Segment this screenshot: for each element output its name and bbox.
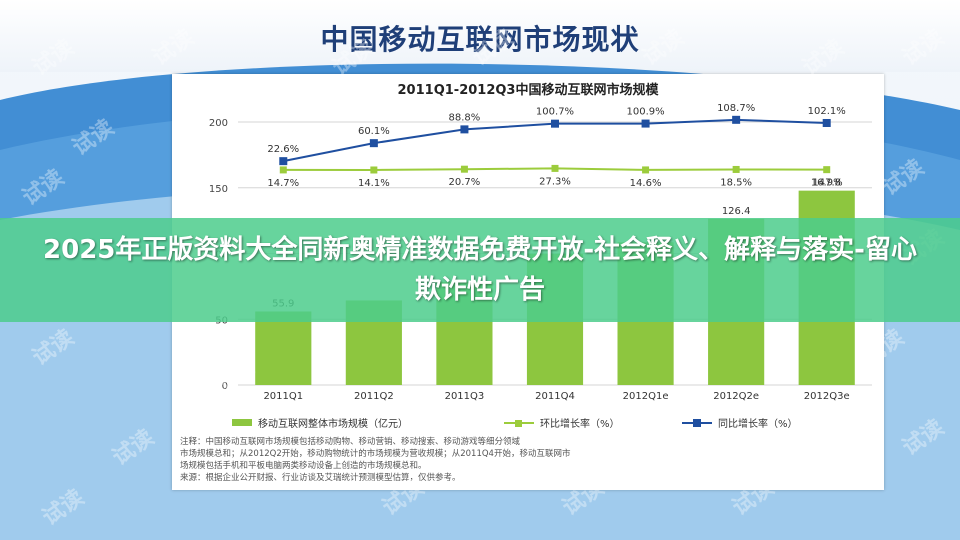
x-tick-label: 2012Q2e	[713, 391, 759, 402]
chart-note: 场规模包括手机和平板电脑两类移动设备上创造的市场规模总和。	[180, 460, 427, 471]
legend-marker-mom	[515, 420, 522, 427]
mom-marker	[823, 166, 831, 174]
x-tick-label: 2011Q2	[354, 391, 394, 402]
mom-value-label: 14.6%	[630, 178, 662, 189]
legend-label: 移动互联网整体市场规模（亿元）	[258, 417, 408, 430]
mom-value-label: 14.7%	[267, 178, 299, 189]
yoy-marker	[460, 125, 469, 134]
x-tick-label: 2011Q1	[263, 391, 303, 402]
bar-value-label: 126.4	[722, 206, 751, 217]
mom-marker	[732, 165, 740, 173]
header-band	[0, 0, 960, 72]
yoy-marker	[822, 118, 831, 127]
y-tick-label: 200	[209, 118, 228, 129]
overlay-banner[interactable]: 2025年正版资料大全同新奥精准数据免费开放-社会释义、解释与落实-留心欺诈性广…	[0, 218, 960, 322]
yoy-value-label: 100.7%	[536, 107, 574, 118]
legend-marker-yoy	[693, 419, 701, 427]
y-tick-label: 0	[222, 381, 228, 392]
mom-marker	[551, 164, 559, 172]
yoy-marker	[641, 119, 650, 128]
x-tick-label: 2011Q3	[445, 391, 485, 402]
mom-marker	[460, 165, 468, 173]
mom-marker	[642, 166, 650, 174]
yoy-value-label: 88.8%	[449, 112, 481, 123]
yoy-marker	[279, 157, 288, 166]
x-tick-label: 2011Q4	[535, 391, 575, 402]
y-tick-label: 150	[209, 184, 228, 195]
bar	[255, 311, 312, 385]
yoy-value-label: 102.1%	[808, 106, 846, 117]
mom-value-label: 27.3%	[539, 176, 571, 187]
mom-value-label: 20.7%	[449, 177, 481, 188]
banner-text[interactable]: 2025年正版资料大全同新奥精准数据免费开放-社会释义、解释与落实-留心欺诈性广…	[43, 235, 917, 305]
mom-marker	[370, 166, 378, 174]
yoy-marker	[732, 115, 741, 124]
legend-swatch-bar	[232, 419, 252, 426]
legend-label: 同比增长率（%）	[718, 417, 798, 430]
mom-marker	[279, 166, 287, 174]
yoy-marker	[551, 119, 559, 128]
yoy-value-label: 60.1%	[358, 126, 390, 137]
chart-note: 来源：根据企业公开财报、行业访谈及艾瑞统计预测模型估算，仅供参考。	[180, 472, 461, 483]
chart-note: 市场规模总和；从2012Q2开始，移动购物统计的市场规模为营收规模；从2011Q…	[180, 448, 571, 459]
mom-value-label: 18.5%	[720, 177, 752, 188]
page-title: 中国移动互联网市场现状	[320, 23, 640, 56]
chart-note: 注释：中国移动互联网市场规模包括移动购物、移动营销、移动搜索、移动游戏等细分领域	[180, 436, 521, 447]
mom-value-label: 16.9%	[811, 178, 843, 189]
mom-value-label: 14.1%	[358, 178, 390, 189]
chart-title: 2011Q1-2012Q3中国移动互联网市场规模	[398, 82, 660, 98]
bar-value-label: 147.8	[812, 178, 841, 189]
yoy-value-label: 22.6%	[267, 144, 299, 155]
x-tick-label: 2012Q1e	[623, 391, 669, 402]
legend-label: 环比增长率（%）	[540, 417, 620, 430]
yoy-value-label: 100.9%	[627, 107, 665, 118]
x-tick-label: 2012Q3e	[804, 391, 850, 402]
yoy-value-label: 108.7%	[717, 103, 755, 114]
yoy-marker	[369, 139, 378, 148]
